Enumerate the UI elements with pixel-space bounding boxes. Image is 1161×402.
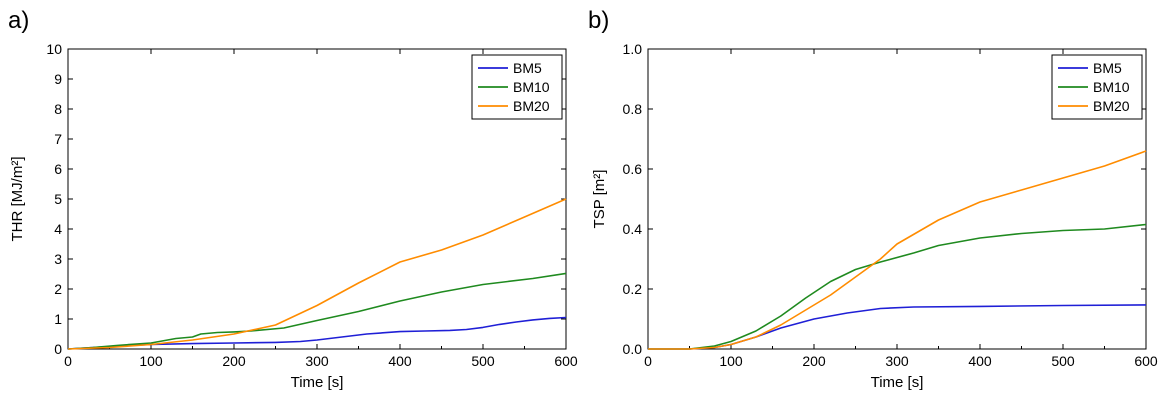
- panel-b-y-tick-label: 0.2: [623, 281, 643, 297]
- panel-b-x-tick-label: 500: [1051, 353, 1075, 369]
- panel-a-x-tick-label: 500: [471, 353, 495, 369]
- panel-b-y-tick-label: 0.6: [623, 161, 643, 177]
- panel-a-y-tick-label: 5: [54, 191, 62, 207]
- panel-a-y-tick-label: 8: [54, 101, 62, 117]
- panel-a-series-line-bm10: [67, 272, 567, 350]
- panel-b-y-axis-label: TSP [m²]: [591, 170, 608, 229]
- panel-b-legend-label-bm20: BM20: [1093, 98, 1130, 114]
- panel-a-x-axis-label: Time [s]: [291, 374, 344, 391]
- panel-a-label: a): [8, 7, 29, 34]
- panel-b-y-tick-label: 0.8: [623, 101, 643, 117]
- panel-b-legend-label-bm5: BM5: [1093, 60, 1122, 76]
- panel-b-series-line-bm10: [648, 223, 1147, 350]
- panel-a-y-tick-label: 2: [54, 281, 62, 297]
- panel-a-y-tick-label: 4: [54, 221, 62, 237]
- panel-b-x-axis-label: Time [s]: [871, 374, 924, 391]
- panel-b-x-tick-label: 100: [719, 353, 743, 369]
- panel-a-x-tick-label: 0: [64, 353, 72, 369]
- panel-b-y-tick-label: 0.0: [623, 341, 643, 357]
- panel-a-series-line-bm5: [67, 316, 567, 350]
- panel-a-y-axis-label: THR [MJ/m²]: [9, 157, 26, 242]
- panel-b-x-tick-label: 600: [1134, 353, 1158, 369]
- panel-b-legend-label-bm10: BM10: [1093, 79, 1130, 95]
- panel-b-x-tick-label: 200: [802, 353, 826, 369]
- panel-a-x-tick-label: 100: [139, 353, 163, 369]
- panel-b-x-tick-label: 0: [644, 353, 652, 369]
- panel-a-y-tick-label: 1: [54, 311, 62, 327]
- panel-b-series-line-bm20: [648, 150, 1147, 350]
- panel-a-x-tick-label: 600: [554, 353, 578, 369]
- panel-a-x-tick-label: 300: [305, 353, 329, 369]
- panel-a-legend-label-bm10: BM10: [513, 79, 550, 95]
- panel-a-y-tick-label: 9: [54, 71, 62, 87]
- panel-b-y-tick-label: 1.0: [623, 41, 643, 57]
- panel-a-legend-label-bm5: BM5: [513, 60, 542, 76]
- panel-a-y-tick-label: 10: [46, 41, 62, 57]
- panel-a-x-tick-label: 200: [222, 353, 246, 369]
- panel-a-y-tick-label: 6: [54, 161, 62, 177]
- panel-b-x-tick-label: 400: [968, 353, 992, 369]
- panel-b-series-line-bm5: [648, 304, 1147, 350]
- panel-b-label: b): [588, 7, 609, 34]
- panel-a-y-tick-label: 3: [54, 251, 62, 267]
- panel-a-legend-label-bm20: BM20: [513, 98, 550, 114]
- panel-b-y-tick-label: 0.4: [623, 221, 643, 237]
- panel-b-x-tick-label: 300: [885, 353, 909, 369]
- panel-a-y-tick-label: 7: [54, 131, 62, 147]
- panel-a-x-tick-label: 400: [388, 353, 412, 369]
- panel-a-y-tick-label: 0: [54, 341, 62, 357]
- panel-a-series-line-bm20: [67, 198, 567, 350]
